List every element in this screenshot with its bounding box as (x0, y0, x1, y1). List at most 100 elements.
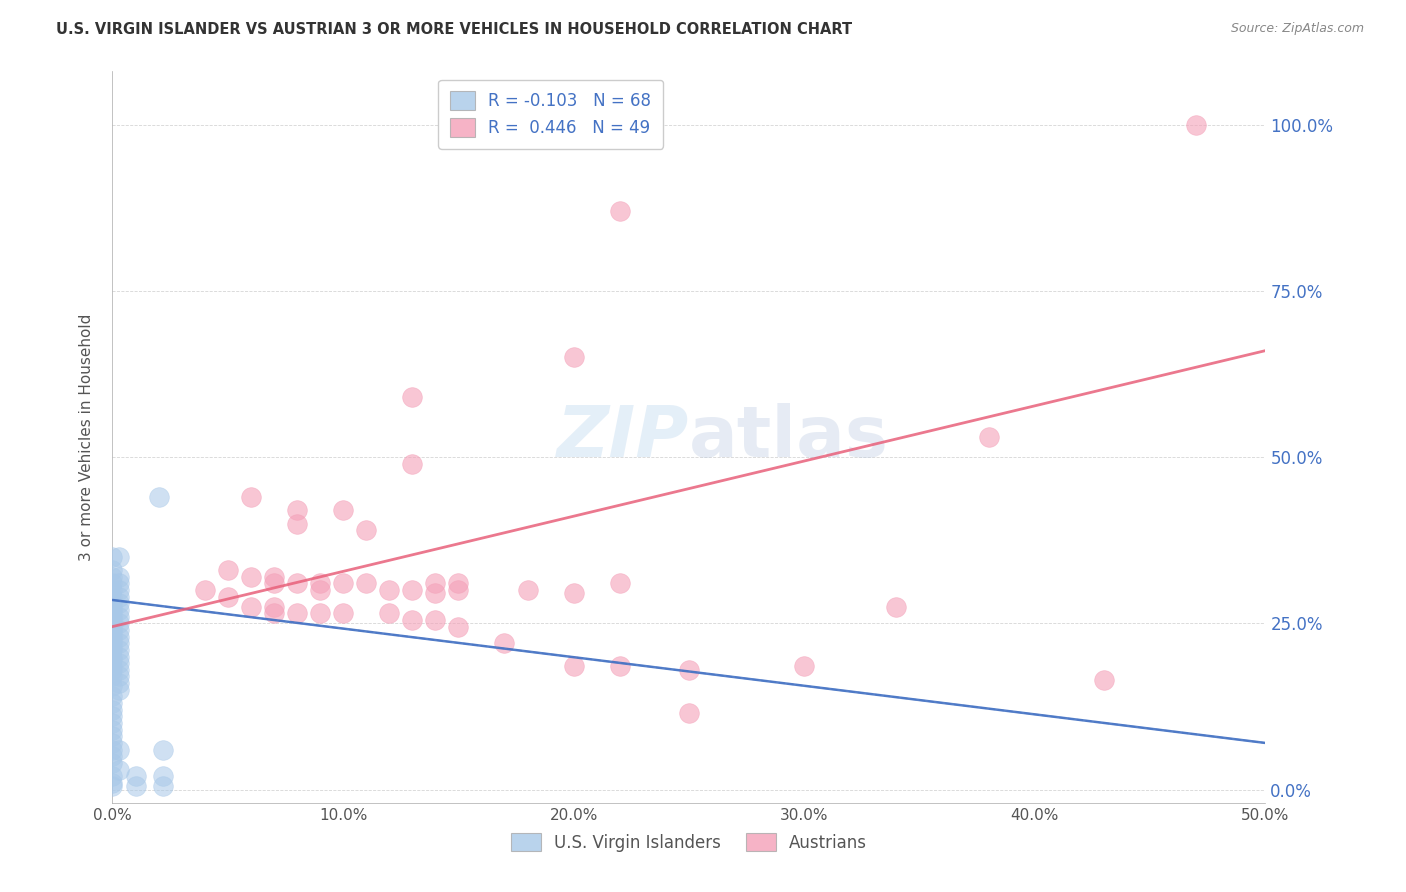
Text: atlas: atlas (689, 402, 889, 472)
Point (108, 582, 131, 597)
Point (217, 563, 239, 577)
Point (152, 742, 174, 756)
Point (309, 582, 332, 597)
Text: U.S. VIRGIN ISLANDER VS AUSTRIAN 3 OR MORE VEHICLES IN HOUSEHOLD CORRELATION CHA: U.S. VIRGIN ISLANDER VS AUSTRIAN 3 OR MO… (56, 22, 852, 37)
Point (401, 582, 423, 597)
Point (562, 659, 585, 673)
Point (1092, 673, 1115, 687)
Point (194, 582, 217, 597)
Point (101, 603, 124, 617)
Point (101, 653, 124, 667)
Point (101, 590, 124, 604)
Point (101, 632, 124, 647)
Point (332, 607, 354, 621)
Point (609, 576, 631, 591)
Point (101, 779, 124, 793)
Point (101, 643, 124, 657)
Point (447, 582, 470, 597)
Point (609, 659, 631, 673)
Point (401, 390, 423, 404)
Point (309, 576, 332, 591)
Point (124, 769, 146, 783)
Point (101, 599, 124, 614)
Point (239, 570, 262, 584)
Point (108, 676, 131, 690)
Point (124, 779, 146, 793)
Point (886, 599, 908, 614)
Point (101, 690, 124, 704)
Point (239, 490, 262, 504)
Point (332, 576, 354, 591)
Point (354, 523, 377, 537)
Point (239, 599, 262, 614)
Point (101, 626, 124, 640)
Point (101, 613, 124, 627)
Point (101, 563, 124, 577)
Point (108, 669, 131, 683)
Point (263, 599, 285, 614)
Text: Source: ZipAtlas.com: Source: ZipAtlas.com (1230, 22, 1364, 36)
Point (108, 663, 131, 677)
Point (401, 613, 423, 627)
Point (101, 576, 124, 591)
Point (108, 609, 131, 624)
Point (332, 503, 354, 517)
Point (101, 696, 124, 710)
Point (562, 586, 585, 600)
Point (516, 582, 538, 597)
Point (263, 607, 285, 621)
Point (108, 590, 131, 604)
Point (378, 607, 401, 621)
Point (108, 763, 131, 777)
Point (101, 609, 124, 624)
Y-axis label: 3 or more Vehicles in Household: 3 or more Vehicles in Household (79, 313, 94, 561)
Point (108, 596, 131, 610)
Point (354, 576, 377, 591)
Point (285, 607, 308, 621)
Point (101, 619, 124, 633)
Point (108, 549, 131, 564)
Point (447, 619, 470, 633)
Point (148, 490, 170, 504)
Point (977, 430, 1000, 444)
Point (101, 636, 124, 650)
Point (152, 779, 174, 793)
Point (108, 616, 131, 631)
Point (425, 613, 447, 627)
Point (101, 607, 124, 621)
Point (425, 576, 447, 591)
Point (494, 636, 516, 650)
Point (101, 749, 124, 764)
Point (101, 756, 124, 770)
Point (101, 769, 124, 783)
Point (678, 663, 700, 677)
Point (101, 776, 124, 790)
Point (263, 570, 285, 584)
Point (447, 576, 470, 591)
Point (285, 503, 308, 517)
Point (378, 582, 401, 597)
Point (101, 736, 124, 750)
Point (793, 659, 815, 673)
Point (108, 636, 131, 650)
Point (101, 582, 124, 597)
Legend: U.S. Virgin Islanders, Austrians: U.S. Virgin Islanders, Austrians (502, 825, 876, 860)
Point (101, 723, 124, 737)
Point (152, 769, 174, 783)
Point (217, 590, 239, 604)
Point (108, 649, 131, 664)
Point (101, 669, 124, 683)
Point (108, 576, 131, 591)
Point (101, 742, 124, 756)
Point (562, 351, 585, 365)
Point (609, 204, 631, 219)
Point (108, 656, 131, 670)
Point (263, 576, 285, 591)
Point (108, 603, 131, 617)
Point (108, 623, 131, 637)
Point (101, 649, 124, 664)
Point (285, 516, 308, 531)
Point (108, 643, 131, 657)
Point (101, 659, 124, 673)
Text: ZIP: ZIP (557, 402, 689, 472)
